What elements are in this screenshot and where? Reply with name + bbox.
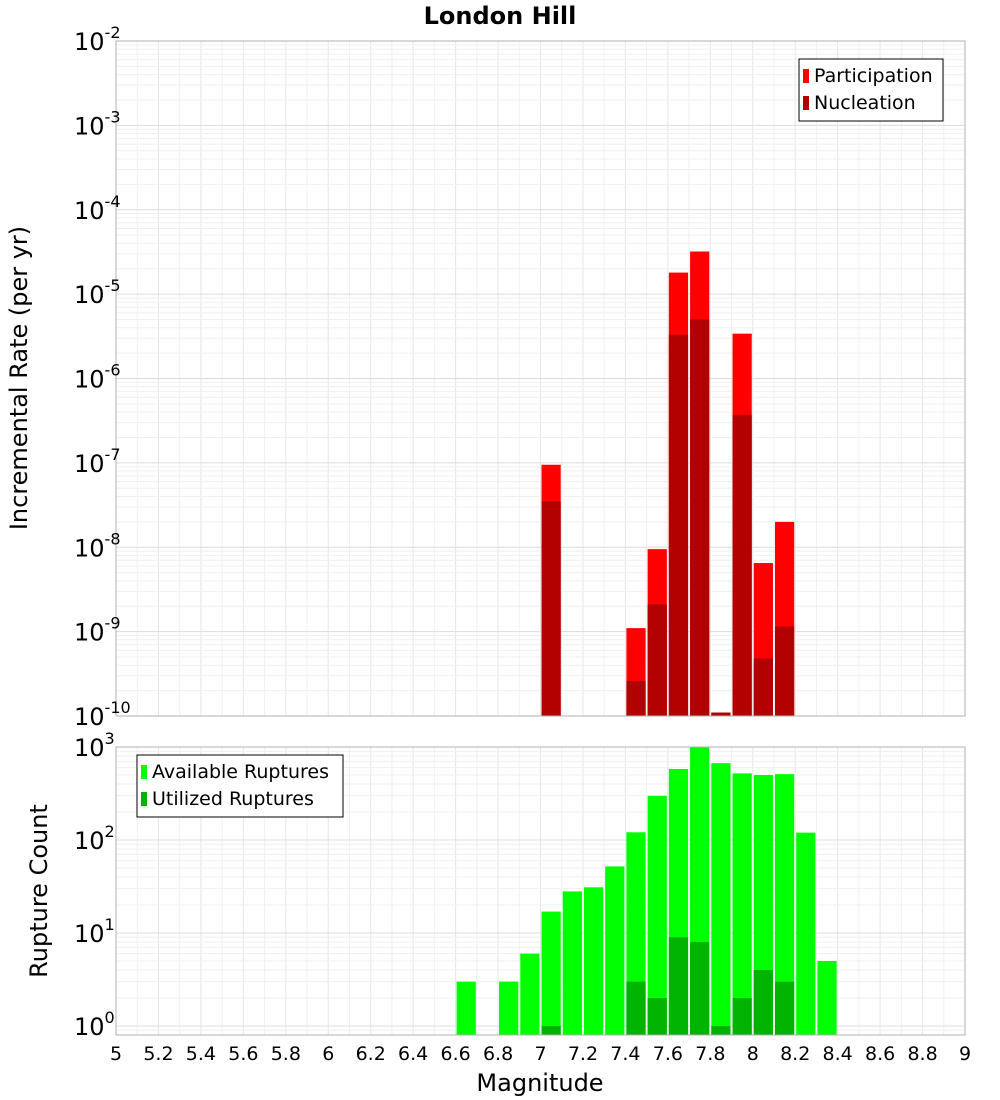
x-tick-label: 8 — [747, 1043, 759, 1065]
bottom-bar-series1 — [711, 763, 731, 1035]
bottom-bar-series1 — [647, 795, 667, 1035]
bottom-y-tick-label: 101 — [74, 915, 115, 948]
bottom-plot-frame — [115, 746, 966, 1036]
top-y-tick-label: 10-5 — [74, 276, 121, 309]
x-tick-label: 7.2 — [568, 1043, 598, 1065]
x-tick-label: 7.4 — [610, 1043, 640, 1065]
top-bar-series2 — [626, 680, 646, 716]
x-tick-label: 6.4 — [398, 1043, 428, 1065]
bottom-y-tick-label: 100 — [74, 1008, 115, 1041]
x-tick-label: 5.6 — [228, 1043, 258, 1065]
x-tick-label: 6.8 — [483, 1043, 513, 1065]
bottom-legend-swatch — [141, 765, 147, 779]
bottom-legend-label: Available Ruptures — [152, 761, 329, 783]
bottom-y-tick-label: 103 — [74, 729, 115, 762]
x-tick-label: 6.2 — [356, 1043, 386, 1065]
bottom-legend: Available Ruptures Utilized Ruptures — [136, 754, 344, 818]
x-tick-label: 8.6 — [865, 1043, 895, 1065]
x-tick-label: 9 — [959, 1043, 971, 1065]
bottom-bar-series2 — [647, 997, 667, 1035]
bottom-bar-series1 — [520, 953, 540, 1035]
x-tick-label: 6.6 — [440, 1043, 470, 1065]
x-tick-label: 8.8 — [907, 1043, 937, 1065]
bottom-bar-series1 — [562, 891, 582, 1035]
x-tick-label: 5.4 — [186, 1043, 216, 1065]
bottom-bar-series1 — [583, 887, 604, 1035]
top-bar-series2 — [774, 626, 795, 716]
bottom-legend-box — [136, 754, 344, 818]
x-tick-label: 8.4 — [823, 1043, 853, 1065]
top-bar-series2 — [732, 414, 752, 716]
top-y-tick-label: 10-2 — [74, 23, 121, 56]
top-bar-series2 — [753, 658, 773, 716]
top-bar-series2 — [541, 501, 561, 716]
top-legend-swatch — [803, 69, 809, 83]
top-y-tick-label: 10-8 — [74, 529, 121, 562]
bottom-y-tick-label: 102 — [74, 822, 115, 855]
bottom-bar-series1 — [732, 773, 752, 1035]
top-y-tick-labels: 10-2 10-3 10-4 10-5 10-6 10-7 10-8 10-9 10-10 — [74, 23, 131, 731]
bottom-gridlines — [115, 747, 966, 1036]
top-legend-box — [798, 58, 944, 122]
bottom-bar-series2 — [541, 1025, 561, 1035]
x-tick-label: 6 — [322, 1043, 334, 1065]
bottom-bar-series2 — [732, 997, 752, 1035]
bottom-y-tick-labels: 103 102 101 100 — [74, 729, 115, 1041]
bottom-bar-series1 — [605, 866, 625, 1035]
bottom-bar-series1 — [499, 981, 519, 1035]
x-tick-label: 7 — [534, 1043, 546, 1065]
x-axis-label: Magnitude — [476, 1069, 603, 1097]
bottom-bar-series2 — [774, 981, 795, 1035]
top-legend: Participation Nucleation — [798, 58, 944, 122]
x-tick-labels: 5 5.2 5.4 5.6 5.8 6 6.2 6.4 6.6 6.8 7 7.2 7.4 7.6 7.8 8… — [110, 1043, 971, 1065]
x-tick-label: 7.6 — [653, 1043, 683, 1065]
top-legend-label: Nucleation — [814, 92, 916, 114]
x-tick-label: 5.8 — [271, 1043, 301, 1065]
top-legend-swatch — [803, 96, 809, 110]
top-bar-series2 — [690, 319, 710, 716]
top-plot-frame — [115, 40, 966, 717]
bottom-bar-series2 — [690, 942, 710, 1035]
bottom-bar-series1 — [796, 832, 816, 1035]
top-y-tick-label: 10-6 — [74, 361, 121, 394]
bottom-bar-series1 — [817, 960, 837, 1035]
bottom-bar-series2 — [668, 937, 689, 1035]
top-legend-label: Participation — [814, 65, 933, 87]
top-bars — [541, 251, 795, 716]
bottom-bar-series2 — [626, 981, 646, 1035]
top-y-tick-label: 10-9 — [74, 614, 121, 647]
top-bar-series2 — [711, 712, 731, 716]
x-tick-label: 5.2 — [143, 1043, 173, 1065]
chart-title: London Hill — [424, 2, 577, 30]
top-y-axis-label: Incremental Rate (per yr) — [5, 226, 33, 530]
bottom-bar-series2 — [753, 969, 773, 1035]
top-y-tick-label: 10-10 — [74, 698, 131, 731]
bottom-bar-series1 — [541, 911, 561, 1035]
bottom-bar-series1 — [774, 774, 795, 1035]
bottom-bars — [456, 747, 837, 1035]
top-gridlines — [115, 41, 966, 717]
bottom-legend-label: Utilized Ruptures — [152, 788, 314, 810]
top-bar-series2 — [668, 334, 689, 716]
bottom-legend-swatch — [141, 792, 147, 806]
bottom-y-axis-label: Rupture Count — [25, 804, 53, 978]
x-tick-label: 8.2 — [780, 1043, 810, 1065]
x-tick-label: 5 — [110, 1043, 122, 1065]
bottom-bar-series1 — [456, 981, 476, 1035]
bottom-bar-series2 — [711, 1025, 731, 1035]
top-bar-series2 — [647, 604, 667, 716]
top-y-tick-label: 10-7 — [74, 445, 121, 478]
top-y-tick-label: 10-4 — [74, 192, 121, 225]
x-tick-label: 7.8 — [695, 1043, 725, 1065]
top-y-tick-label: 10-3 — [74, 107, 121, 140]
